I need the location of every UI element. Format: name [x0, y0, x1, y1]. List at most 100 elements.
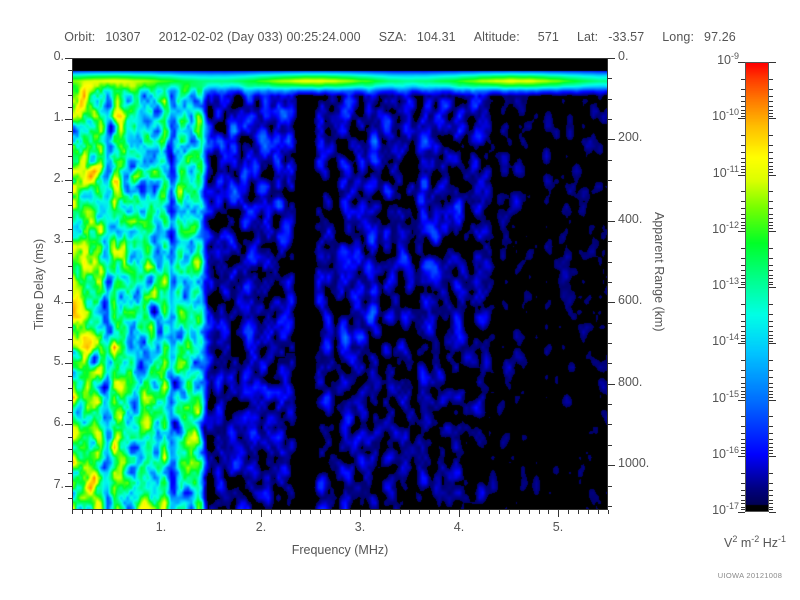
x-tick-minor [380, 510, 381, 514]
y-tick-minor [68, 412, 72, 413]
x-tick-label: 4. [453, 520, 465, 534]
y-tick-minor [68, 168, 72, 169]
colorbar-tick-major-right [769, 512, 776, 513]
colorbar-tick-minor-right [769, 507, 773, 508]
colorbar-tick-minor-left [741, 383, 745, 384]
colorbar-tick-minor-right [769, 509, 773, 510]
x-tick-minor [588, 510, 589, 514]
y2-tick-major [608, 221, 615, 222]
colorbar-tick-minor-left [741, 169, 745, 170]
colorbar-tick-minor-left [741, 282, 745, 283]
colorbar-tick-minor-right [769, 172, 773, 173]
colorbar-tick-minor-right [769, 284, 773, 285]
colorbar-tick-minor-left [741, 394, 745, 395]
y2-tick-minor [608, 445, 612, 446]
colorbar-tick-exponent: -13 [725, 275, 739, 286]
colorbar-tick-label: 10-12 [693, 220, 739, 236]
colorbar-tick-minor-left [741, 135, 745, 136]
y-tick-minor [68, 95, 72, 96]
colorbar-tick-minor-left [741, 228, 745, 229]
y-tick-major [65, 58, 72, 59]
x-tick-minor [231, 510, 232, 514]
x-tick-label: 3. [354, 520, 366, 534]
y-tick-minor [68, 473, 72, 474]
x-tick-minor [181, 510, 182, 514]
colorbar-tick-minor-left [741, 116, 745, 117]
colorbar-tick-minor-right [769, 135, 773, 136]
colorbar-tick-minor-right [769, 228, 773, 229]
y-tick-minor [68, 290, 72, 291]
y-tick-minor [68, 498, 72, 499]
colorbar-tick-minor-left [741, 397, 745, 398]
x-tick-minor [340, 510, 341, 514]
colorbar-tick-minor-right [769, 383, 773, 384]
y2-tick-minor [608, 282, 612, 283]
colorbar-tick-minor-left [741, 426, 745, 427]
colorbar-tick-major-left [738, 62, 745, 63]
colorbar-tick-minor-right [769, 338, 773, 339]
colorbar-tick-minor-left [741, 370, 745, 371]
colorbar-tick-minor-left [741, 495, 745, 496]
colorbar-tick-minor-right [769, 79, 773, 80]
y2-tick-label: 200. [618, 130, 643, 144]
colorbar-tick-minor-right [769, 387, 773, 388]
y-tick-minor [68, 229, 72, 230]
colorbar-tick-minor-right [769, 447, 773, 448]
colorbar-tick-minor-right [769, 106, 773, 107]
colorbar-tick-minor-right [769, 158, 773, 159]
colorbar-tick-mantissa: 10 [712, 391, 726, 405]
colorbar-tick-exponent: -9 [730, 50, 739, 61]
colorbar-tick-minor-left [741, 214, 745, 215]
y-axis-title: Time Delay (ms) [32, 238, 46, 330]
colorbar-tick-minor-left [741, 338, 745, 339]
y2-tick-label: 800. [618, 375, 643, 389]
x-tick-minor [211, 510, 212, 514]
credit-text: UIOWA 20121008 [717, 571, 783, 580]
y2-tick-minor [608, 343, 612, 344]
x-tick-minor [310, 510, 311, 514]
x-tick-minor [241, 510, 242, 514]
colorbar-tick-minor-right [769, 225, 773, 226]
y2-tick-label: 1000. [618, 456, 650, 470]
colorbar-tick-minor-left [741, 158, 745, 159]
y-tick-minor [68, 437, 72, 438]
colorbar-tick-major-left [738, 118, 745, 119]
colorbar-tick-minor-left [741, 110, 745, 111]
colorbar-tick-minor-right [769, 214, 773, 215]
lat-label: Lat: [576, 30, 599, 44]
colorbar-tick-minor-right [769, 222, 773, 223]
colorbar-tick-minor-left [741, 503, 745, 504]
colorbar-tick-minor-left [741, 248, 745, 249]
x-tick-minor [568, 510, 569, 514]
x-tick-minor [300, 510, 301, 514]
x-tick-minor [151, 510, 152, 514]
y2-axis-title: Apparent Range (km) [652, 212, 666, 332]
colorbar-tick-minor-left [741, 208, 745, 209]
colorbar-tick-minor-right [769, 503, 773, 504]
colorbar-tick-major-right [769, 62, 776, 63]
colorbar-tick-minor-right [769, 360, 773, 361]
colorbar-tick-minor-left [741, 96, 745, 97]
units-hz-exp: -1 [778, 533, 787, 544]
colorbar-tick-minor-left [741, 218, 745, 219]
x-tick-minor [370, 510, 371, 514]
x-tick-minor [82, 510, 83, 514]
y-tick-label: 1. [53, 110, 64, 124]
y2-tick-major [608, 384, 615, 385]
colorbar-tick-label: 10-14 [693, 332, 739, 348]
colorbar-tick-minor-right [769, 304, 773, 305]
orbit-label: Orbit: [64, 30, 96, 44]
x-tick-minor [529, 510, 530, 514]
colorbar-tick-minor-right [769, 248, 773, 249]
x-tick-minor [112, 510, 113, 514]
y-tick-minor [68, 339, 72, 340]
y-tick-minor [68, 82, 72, 83]
y-tick-label: 4. [53, 293, 64, 307]
colorbar-tick-minor-left [741, 360, 745, 361]
x-tick-minor [141, 510, 142, 514]
y2-tick-major [608, 139, 615, 140]
colorbar-tick-minor-right [769, 162, 773, 163]
y2-tick-minor [608, 201, 612, 202]
colorbar-tick-major-left [738, 343, 745, 344]
colorbar-tick-mantissa: 10 [712, 278, 726, 292]
